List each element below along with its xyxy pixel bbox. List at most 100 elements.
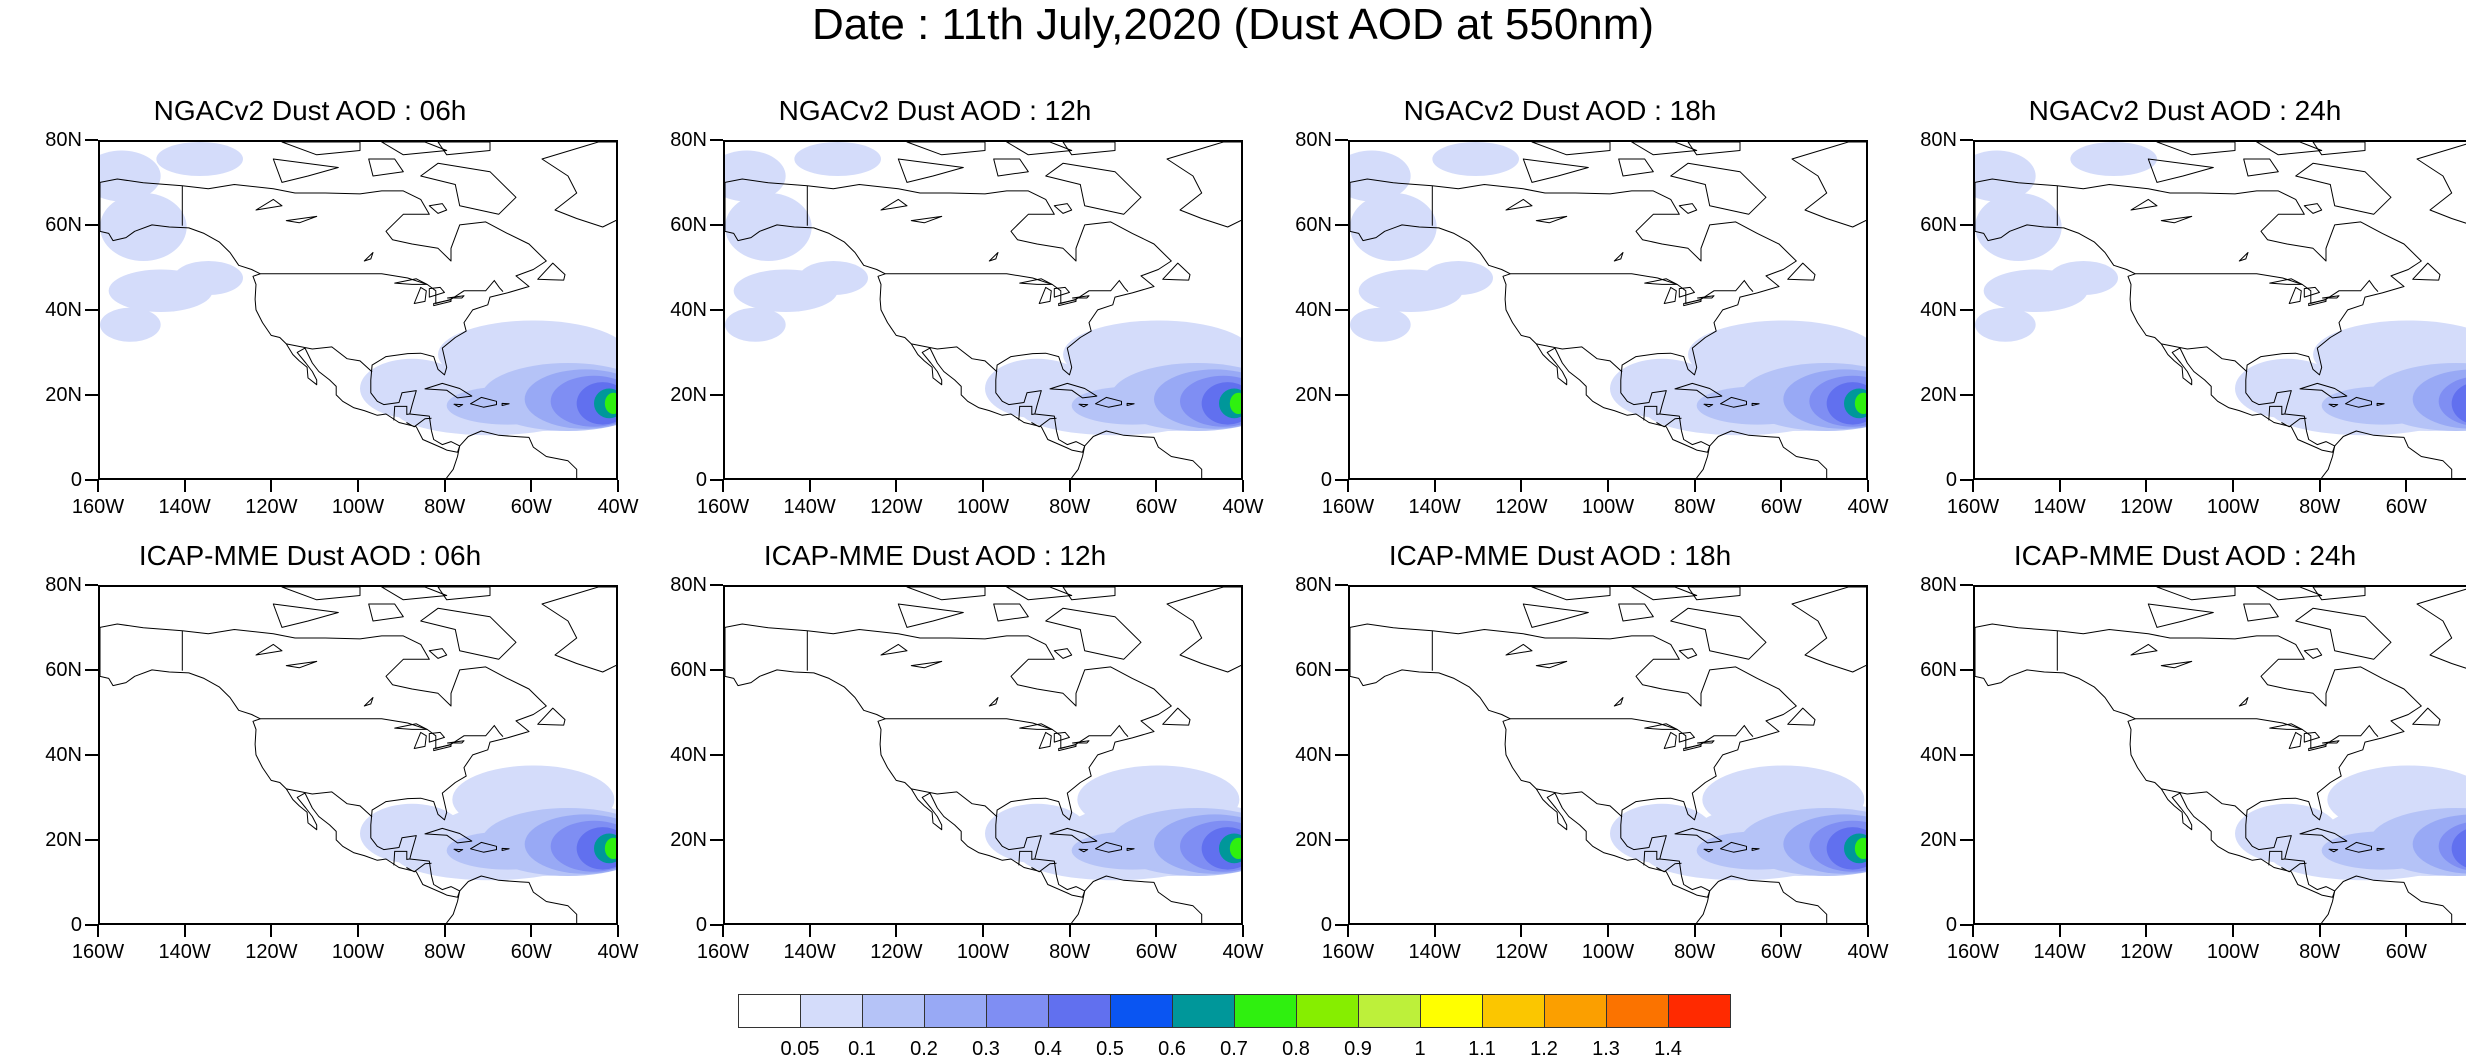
colorbar-label: 0.2 — [894, 1038, 954, 1060]
x-tick-label: 60W — [491, 496, 571, 518]
aod-contour-0.1 — [799, 261, 868, 295]
x-tick — [722, 480, 724, 492]
y-tick-label: 80N — [22, 129, 82, 151]
x-tick-label: 160W — [1308, 496, 1388, 518]
x-tick-label: 100W — [318, 496, 398, 518]
y-tick-label: 80N — [647, 129, 707, 151]
colorbar-swatch — [800, 994, 863, 1028]
y-tick — [1960, 394, 1973, 396]
colorbar-swatch — [1358, 994, 1421, 1028]
aod-contour-0.1 — [2070, 142, 2157, 176]
y-tick — [85, 839, 98, 841]
dust-aod-field — [725, 142, 1243, 435]
x-tick — [1155, 925, 1157, 937]
x-tick — [1347, 925, 1349, 937]
y-tick — [85, 669, 98, 671]
x-tick — [895, 925, 897, 937]
x-tick — [97, 480, 99, 492]
x-tick-label: 100W — [2193, 941, 2273, 963]
x-tick — [2405, 925, 2407, 937]
x-tick — [809, 480, 811, 492]
map-plot-area — [1348, 585, 1868, 925]
dust-aod-map — [725, 142, 1243, 480]
panel-title: ICAP-MME Dust AOD : 18h — [1250, 539, 1870, 573]
colorbar-swatch — [1296, 994, 1359, 1028]
y-tick — [85, 754, 98, 756]
y-tick — [85, 224, 98, 226]
x-tick — [2059, 480, 2061, 492]
y-tick — [1335, 754, 1348, 756]
dust-aod-field — [985, 766, 1243, 881]
x-tick-label: 60W — [1741, 496, 1821, 518]
dust-aod-map — [1350, 142, 1868, 480]
x-tick-label: 100W — [2193, 496, 2273, 518]
y-tick-label: 40N — [1897, 744, 1957, 766]
x-tick-label: 140W — [2020, 941, 2100, 963]
y-tick — [85, 394, 98, 396]
y-tick — [1335, 139, 1348, 141]
colorbar-swatch — [1482, 994, 1545, 1028]
colorbar-swatch — [1234, 994, 1297, 1028]
x-tick-label: 60W — [2366, 496, 2446, 518]
colorbar-label: 1.1 — [1452, 1038, 1512, 1060]
x-tick — [617, 925, 619, 937]
panel-title: NGACv2 Dust AOD : 06h — [0, 94, 620, 128]
aod-contour-0.1 — [156, 142, 243, 176]
y-tick-label: 20N — [647, 829, 707, 851]
dust-aod-map — [1975, 142, 2466, 480]
dust-aod-map — [1975, 587, 2466, 925]
colorbar-label: 0.05 — [770, 1038, 830, 1060]
y-tick-label: 0 — [1897, 914, 1957, 936]
x-tick-label: 60W — [1116, 496, 1196, 518]
x-tick — [1242, 480, 1244, 492]
x-tick-label: 80W — [405, 941, 485, 963]
x-tick — [270, 925, 272, 937]
x-tick-label: 140W — [145, 496, 225, 518]
x-tick — [97, 925, 99, 937]
aod-contour-0.1 — [2049, 261, 2118, 295]
colorbar-swatch — [862, 994, 925, 1028]
y-tick-label: 40N — [1272, 299, 1332, 321]
x-tick — [1607, 480, 1609, 492]
x-tick-label: 140W — [770, 496, 850, 518]
x-tick — [2145, 480, 2147, 492]
y-tick — [710, 839, 723, 841]
y-tick-label: 40N — [1897, 299, 1957, 321]
y-tick-label: 20N — [1897, 829, 1957, 851]
x-tick-label: 120W — [1481, 496, 1561, 518]
colorbar-swatch — [1048, 994, 1111, 1028]
x-tick — [530, 480, 532, 492]
map-plot-area — [98, 585, 618, 925]
y-tick — [1960, 584, 1973, 586]
colorbar-label: 0.5 — [1080, 1038, 1140, 1060]
dust-aod-field — [360, 766, 618, 881]
x-tick — [1972, 925, 1974, 937]
x-tick-label: 80W — [2280, 941, 2360, 963]
y-tick — [710, 669, 723, 671]
y-tick-label: 80N — [647, 574, 707, 596]
colorbar-label: 0.7 — [1204, 1038, 1264, 1060]
colorbar-label: 1 — [1390, 1038, 1450, 1060]
dust-aod-field — [2235, 766, 2466, 881]
y-tick-label: 60N — [1272, 659, 1332, 681]
x-tick — [2232, 480, 2234, 492]
aod-contour-0.1 — [1432, 142, 1519, 176]
y-tick-label: 60N — [1272, 214, 1332, 236]
colorbar-label: 0.3 — [956, 1038, 1016, 1060]
x-tick — [357, 480, 359, 492]
y-tick — [710, 754, 723, 756]
aod-contour-0.1 — [1350, 308, 1411, 342]
colorbar-swatch — [1420, 994, 1483, 1028]
y-tick — [1335, 669, 1348, 671]
y-tick-label: 20N — [647, 384, 707, 406]
y-tick-label: 40N — [22, 744, 82, 766]
x-tick — [270, 480, 272, 492]
y-tick-label: 0 — [1272, 469, 1332, 491]
x-tick — [2319, 925, 2321, 937]
x-tick-label: 100W — [943, 496, 1023, 518]
x-tick — [895, 480, 897, 492]
